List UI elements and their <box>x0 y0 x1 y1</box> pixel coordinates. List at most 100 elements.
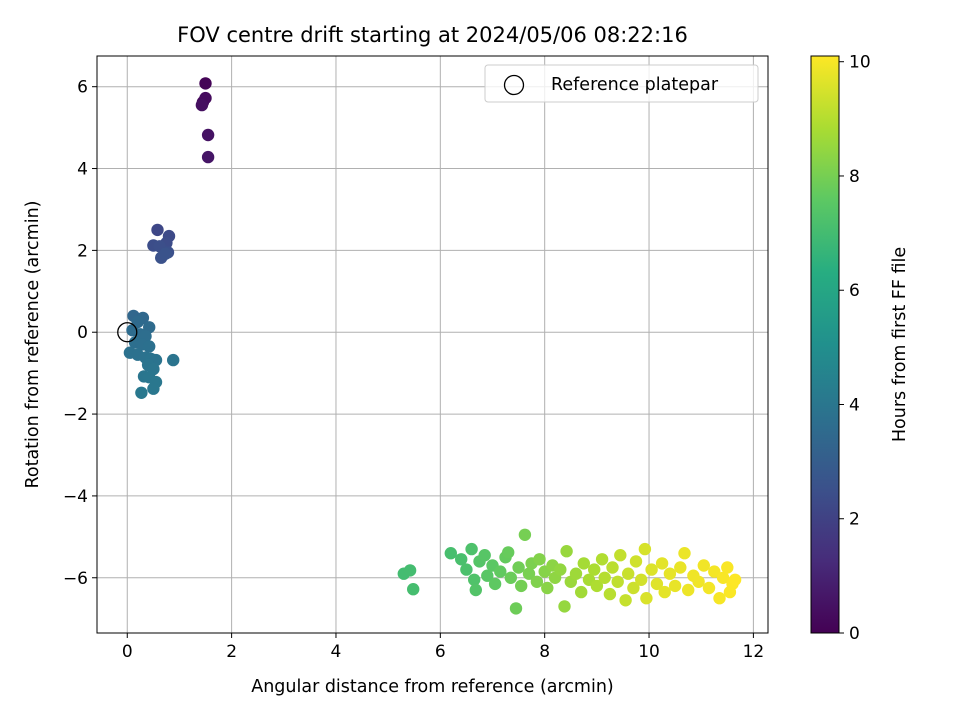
data-point <box>622 567 635 580</box>
data-point <box>629 555 643 568</box>
x-tick-label: 10 <box>638 642 660 662</box>
y-tick-label: −6 <box>63 569 88 589</box>
data-point <box>595 553 609 566</box>
colorbar-tick-label: 0 <box>849 624 860 644</box>
legend: Reference platepar <box>484 64 759 103</box>
data-point <box>201 150 215 164</box>
data-point <box>554 563 567 576</box>
data-point <box>708 565 721 578</box>
y-tick-label: −2 <box>63 405 88 425</box>
colorbar: 0 2 4 6 8 10 Hours from first FF file <box>810 53 910 644</box>
data-point <box>638 542 652 556</box>
data-point <box>603 587 617 601</box>
data-point <box>509 602 523 615</box>
data-point <box>627 581 640 595</box>
x-axis-label: Angular distance from reference (arcmin) <box>251 677 614 697</box>
data-point <box>569 567 583 580</box>
data-point <box>502 546 515 559</box>
data-point <box>558 600 571 613</box>
data-point <box>522 567 536 580</box>
data-point <box>478 549 491 562</box>
legend-marker-circle <box>503 74 525 96</box>
data-point <box>697 559 710 572</box>
data-point <box>512 561 525 574</box>
colorbar-tick-label: 2 <box>849 510 860 530</box>
data-point <box>159 247 172 260</box>
data-point <box>668 579 682 593</box>
reference-platepar-marker <box>117 322 138 343</box>
data-point <box>465 542 478 556</box>
data-point <box>469 583 482 597</box>
x-tick-label: 6 <box>435 642 446 662</box>
y-tick-label: −4 <box>63 487 88 507</box>
colorbar-tick-label: 10 <box>849 53 871 73</box>
data-point <box>682 583 695 597</box>
legend-label-reference-platepar: Reference platepar <box>551 75 719 95</box>
data-point <box>515 579 528 593</box>
x-tick-label: 8 <box>539 642 550 662</box>
colorbar-ticks: 0 2 4 6 8 10 <box>839 53 871 644</box>
data-point <box>577 557 590 570</box>
data-point <box>151 223 164 237</box>
grid-lines <box>97 56 768 633</box>
colorbar-label: Hours from first FF file <box>890 247 910 442</box>
y-tick-label: 4 <box>77 160 88 180</box>
data-point <box>645 563 658 576</box>
y-tick-label: 6 <box>77 78 88 98</box>
data-point <box>619 594 632 607</box>
data-point <box>135 386 148 399</box>
data-point <box>533 553 546 566</box>
data-point <box>143 340 156 353</box>
data-point <box>541 581 554 595</box>
y-tick-label: 0 <box>77 323 88 343</box>
data-point <box>468 573 481 586</box>
data-point <box>407 583 420 596</box>
data-point <box>575 585 588 599</box>
chart-title: FOV centre drift starting at 2024/05/06 … <box>177 23 688 47</box>
x-axis-ticks: 0 2 4 6 8 10 12 <box>122 633 764 662</box>
data-point <box>403 564 417 577</box>
data-point <box>650 577 664 591</box>
data-point <box>721 561 734 574</box>
data-point <box>606 561 619 574</box>
data-point <box>658 585 671 599</box>
data-point <box>655 557 669 570</box>
data-point <box>614 549 627 562</box>
data-point <box>444 547 457 560</box>
data-point <box>560 545 573 558</box>
data-point <box>481 569 494 582</box>
data-point <box>518 528 532 541</box>
data-point <box>590 579 604 593</box>
data-point <box>460 563 473 576</box>
data-point <box>663 567 677 580</box>
reference-marker <box>117 322 138 343</box>
data-point <box>167 353 180 367</box>
data-point <box>598 571 611 584</box>
x-tick-label: 2 <box>226 642 237 662</box>
data-point <box>674 561 687 574</box>
x-tick-label: 12 <box>743 642 765 662</box>
colorbar-gradient <box>810 55 840 634</box>
x-tick-label: 4 <box>331 642 342 662</box>
colorbar-tick-label: 6 <box>849 281 860 301</box>
data-point <box>713 592 726 605</box>
colorbar-tick-label: 8 <box>849 167 860 187</box>
data-point <box>455 553 468 566</box>
y-tick-label: 2 <box>77 241 88 261</box>
scatter-points <box>123 77 742 615</box>
data-point <box>728 573 742 586</box>
data-point <box>588 563 601 576</box>
colorbar-tick-label: 4 <box>849 395 860 415</box>
data-point <box>494 565 507 578</box>
data-point <box>530 575 544 588</box>
data-point <box>702 581 716 595</box>
y-axis-ticks: −6 −4 −2 0 2 4 6 <box>63 78 97 589</box>
data-point <box>504 571 517 584</box>
y-axis-label: Rotation from reference (arcmin) <box>23 201 43 489</box>
data-point <box>195 98 209 112</box>
data-point <box>692 575 705 588</box>
data-point <box>611 575 624 588</box>
x-tick-label: 0 <box>122 642 133 662</box>
data-point <box>199 77 212 90</box>
